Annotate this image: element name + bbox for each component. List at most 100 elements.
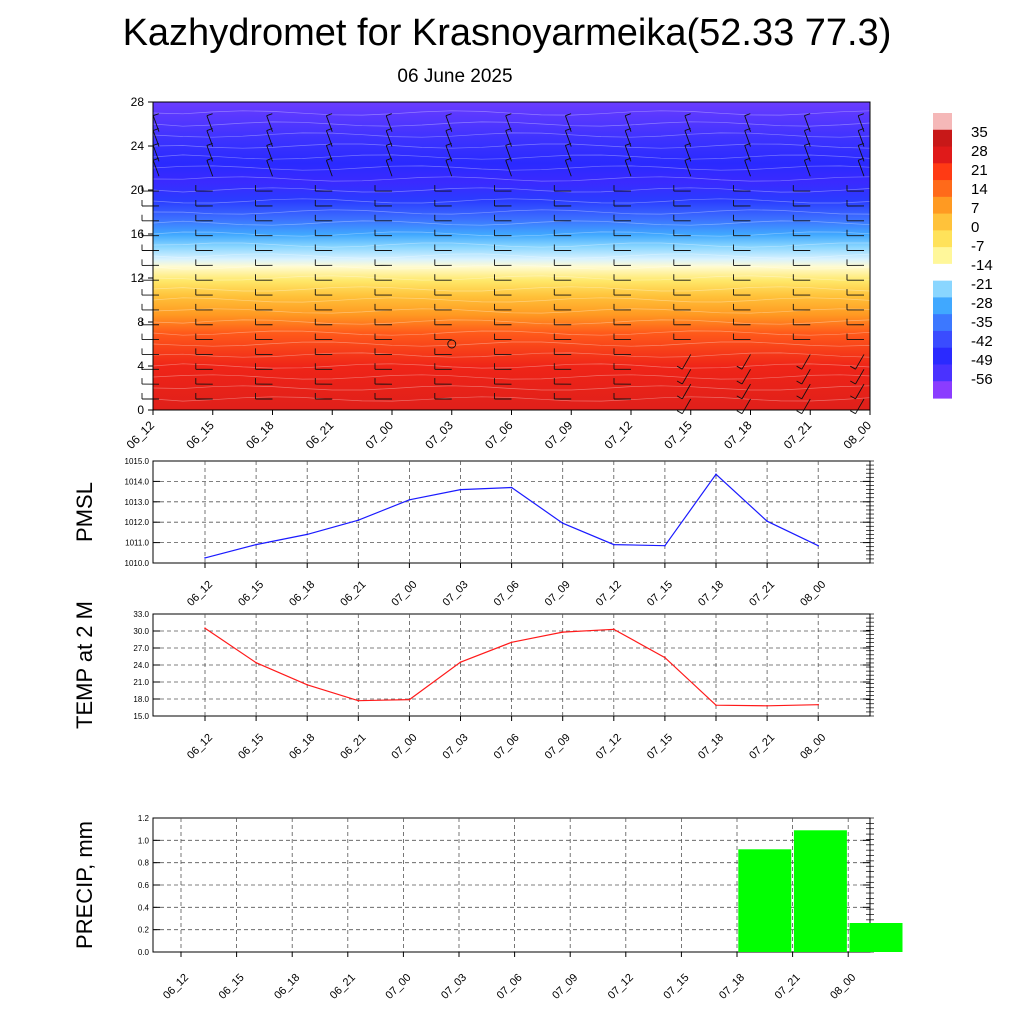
- chart-title: Kazhydromet for Krasnoyarmeika(52.33 77.…: [122, 12, 892, 54]
- temp-point: [664, 656, 666, 659]
- y-axis-title: TEMP at 2 M: [72, 601, 97, 729]
- y-tick-label: 1013.0: [125, 498, 150, 507]
- contour-line: [152, 352, 871, 358]
- wind-barb: [564, 115, 572, 132]
- contour-line: [152, 132, 871, 138]
- colorbar-swatch: [933, 113, 952, 131]
- wind-barb-flag: [850, 410, 856, 415]
- wind-barb: [624, 160, 632, 177]
- x-tick-label: 07_00: [363, 418, 397, 452]
- x-tick-label: 07_06: [492, 579, 522, 609]
- wind-barb: [801, 369, 811, 385]
- x-tick-label: 06_18: [243, 418, 277, 452]
- wind-barb-flag: [676, 410, 683, 415]
- x-tick-label: 07_09: [550, 972, 580, 1002]
- x-tick-label: 06_18: [287, 732, 317, 762]
- x-tick-label: 06_15: [236, 732, 266, 762]
- wind-barb: [855, 354, 865, 370]
- colorbar-label: -42: [971, 333, 993, 350]
- y-tick-label: 0.2: [138, 926, 150, 935]
- pmsl-panel: 1010.0 1011.0 1012.0 1013.0 1014.0 1015.0 06_1…: [72, 457, 874, 609]
- contour-line: [152, 264, 871, 270]
- y-tick-label: 30.0: [133, 627, 149, 636]
- colorbar-swatch: [933, 297, 952, 315]
- wind-barb: [564, 160, 572, 177]
- wind-barb: [803, 115, 811, 132]
- y-axis-title: PRECIP, mm: [72, 821, 97, 949]
- wind-barb-flag: [850, 380, 856, 385]
- wind-barb: [445, 160, 453, 177]
- y-tick-label: 24: [131, 139, 145, 153]
- y-tick-label: 1014.0: [125, 477, 150, 486]
- colorbar-label: -56: [971, 371, 993, 388]
- wind-barb-flag: [744, 113, 751, 117]
- x-tick-label: 07_15: [645, 579, 675, 609]
- wind-barb: [266, 130, 273, 147]
- y-tick-label: 1015.0: [125, 457, 150, 466]
- wind-barb: [744, 145, 751, 162]
- x-tick-label: 07_09: [542, 418, 576, 452]
- wind-barb-flag: [445, 113, 452, 117]
- contour-line: [152, 165, 871, 171]
- wind-barb: [152, 130, 160, 147]
- y-tick-label: 0.4: [138, 903, 150, 912]
- colorbar-label: 7: [971, 200, 979, 217]
- x-tick-label: 07_12: [594, 579, 624, 609]
- x-tick-label: 08_00: [798, 732, 828, 762]
- wind-barb: [857, 130, 865, 147]
- x-tick-label: 07_03: [422, 418, 456, 452]
- temp-panel: 15.0 18.0 21.0 24.0 27.0 30.0 33.0 06_12 06_15 06…: [72, 601, 874, 762]
- colorbar-swatch: [933, 163, 952, 181]
- wind-barb-flag: [153, 113, 159, 117]
- x-tick-label: 07_21: [747, 732, 777, 762]
- contour-line: [152, 385, 871, 391]
- wind-barb: [741, 354, 751, 370]
- pmsl-point: [817, 544, 819, 547]
- temp-point: [204, 627, 206, 629]
- pmsl-point: [715, 473, 717, 476]
- wind-barb: [206, 160, 214, 177]
- wind-barb: [803, 130, 811, 147]
- colorbar-swatch: [933, 196, 952, 215]
- y-tick-label: 28: [131, 95, 145, 109]
- x-tick-label: 07_03: [441, 579, 471, 609]
- wind-barb: [445, 130, 453, 147]
- x-tick-label: 06_12: [185, 579, 215, 609]
- wind-barb: [505, 160, 512, 177]
- wind-barb: [744, 115, 751, 132]
- wind-barb-flag: [796, 380, 803, 385]
- wind-barb-flag: [625, 113, 631, 117]
- wind-barb-flag: [858, 113, 864, 117]
- x-tick-label: 06_15: [236, 579, 266, 609]
- contour-line: [152, 176, 871, 182]
- colorbar-legend: 35 28 21 14 7 0 -7 -14 -21 -28 -35 -42 -49 -56: [933, 113, 993, 399]
- pmsl-point: [357, 519, 360, 521]
- pmsl-point: [664, 544, 666, 547]
- colorbar-swatch: [933, 146, 952, 164]
- wind-barb-flag: [850, 365, 856, 370]
- x-tick-label: 06_15: [217, 972, 247, 1002]
- x-tick-label: 07_18: [696, 579, 726, 609]
- wind-barb: [505, 130, 512, 147]
- wind-barb-flag: [565, 113, 572, 117]
- wind-barb-flag: [736, 365, 743, 370]
- wind-barb-flag: [796, 365, 803, 370]
- wind-barb: [624, 145, 632, 162]
- wind-barb-flag: [326, 113, 333, 117]
- x-tick-label: 06_18: [287, 579, 317, 609]
- pmsl-point: [408, 499, 411, 501]
- x-tick-label: 07_15: [661, 972, 691, 1002]
- y-axis-title: PMSL: [72, 482, 97, 542]
- x-tick-label: 07_21: [747, 579, 777, 609]
- wind-barb-flag: [796, 395, 803, 400]
- wind-barb: [684, 115, 692, 132]
- contour-line: [152, 253, 871, 259]
- colorbar-label: -28: [971, 295, 993, 312]
- x-tick-label: 06_12: [185, 732, 215, 762]
- y-tick-label: 21.0: [133, 678, 149, 687]
- wind-barb-flag: [850, 395, 856, 400]
- wind-barb: [152, 145, 160, 162]
- y-tick-label: 4: [137, 359, 144, 373]
- y-tick-label: 1012.0: [125, 518, 150, 527]
